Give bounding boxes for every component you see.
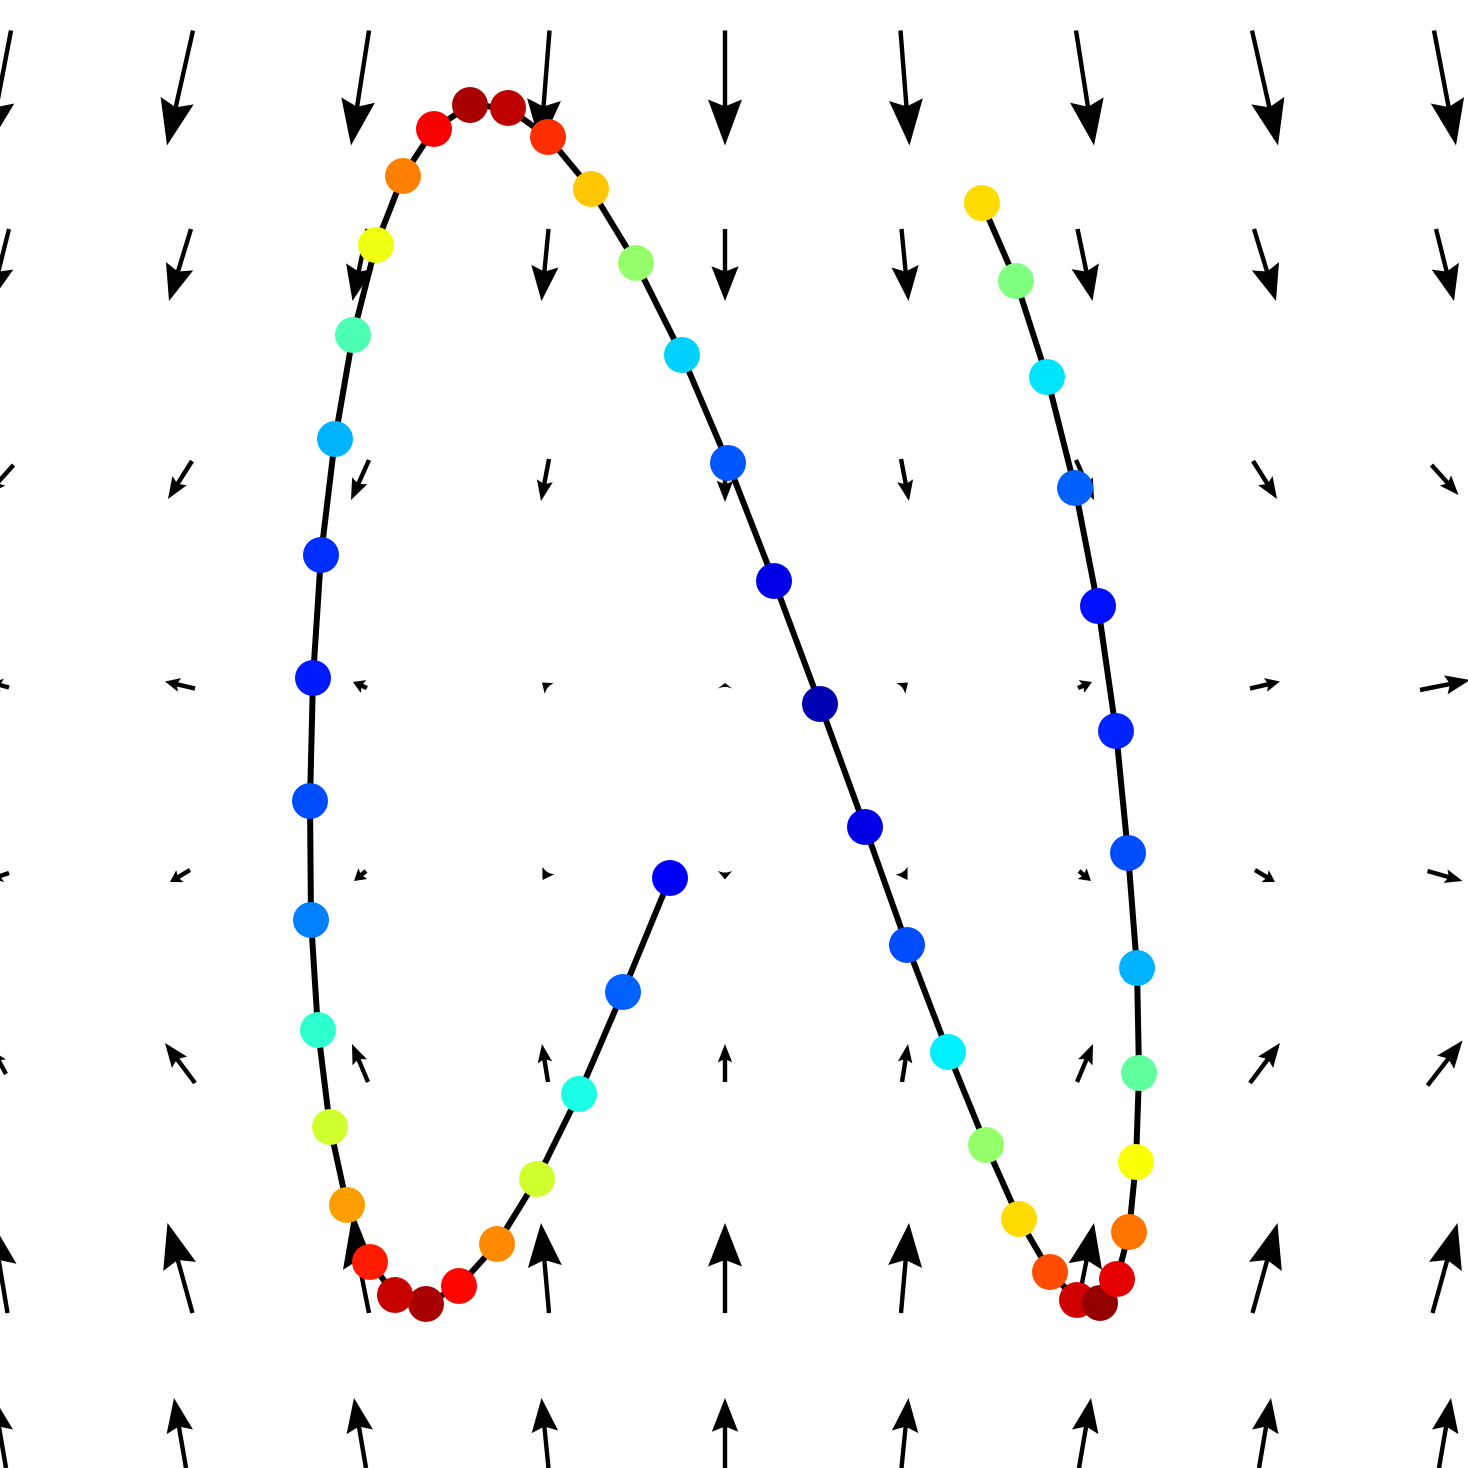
data-point-47 <box>1029 359 1065 395</box>
data-point-7 <box>377 1277 413 1313</box>
data-point-24 <box>573 171 609 207</box>
data-point-41 <box>1121 1055 1157 1091</box>
data-point-23 <box>530 119 566 155</box>
data-point-15 <box>303 537 339 573</box>
data-point-43 <box>1110 835 1146 871</box>
data-point-9 <box>329 1187 365 1223</box>
data-point-3 <box>519 1161 555 1197</box>
data-point-19 <box>385 158 421 194</box>
data-point-5 <box>441 1268 477 1304</box>
data-point-22 <box>490 90 526 126</box>
data-point-39 <box>1111 1214 1147 1250</box>
data-point-30 <box>847 809 883 845</box>
data-point-12 <box>293 902 329 938</box>
data-point-38 <box>1099 1261 1135 1297</box>
data-point-29 <box>802 686 838 722</box>
data-point-32 <box>930 1034 966 1070</box>
data-point-11 <box>300 1012 336 1048</box>
data-point-1 <box>605 974 641 1010</box>
data-point-31 <box>889 927 925 963</box>
data-point-48 <box>998 263 1034 299</box>
data-point-45 <box>1080 588 1116 624</box>
data-point-14 <box>295 660 331 696</box>
data-point-26 <box>664 337 700 373</box>
data-point-35 <box>1032 1254 1068 1290</box>
data-point-42 <box>1119 950 1155 986</box>
data-point-33 <box>968 1127 1004 1163</box>
data-point-16 <box>317 421 353 457</box>
data-point-34 <box>1001 1201 1037 1237</box>
data-point-49 <box>964 185 1000 221</box>
data-point-0 <box>652 860 688 896</box>
data-point-17 <box>335 317 371 353</box>
data-point-4 <box>479 1226 515 1262</box>
data-point-28 <box>756 563 792 599</box>
data-point-20 <box>416 111 452 147</box>
data-point-18 <box>358 227 394 263</box>
data-point-40 <box>1118 1144 1154 1180</box>
data-point-44 <box>1098 713 1134 749</box>
data-point-25 <box>618 245 654 281</box>
data-point-2 <box>561 1076 597 1112</box>
data-point-6 <box>408 1286 444 1322</box>
data-point-27 <box>710 445 746 481</box>
data-point-13 <box>292 783 328 819</box>
data-point-21 <box>452 87 488 123</box>
data-point-10 <box>312 1109 348 1145</box>
data-point-46 <box>1057 470 1093 506</box>
data-point-8 <box>352 1244 388 1280</box>
